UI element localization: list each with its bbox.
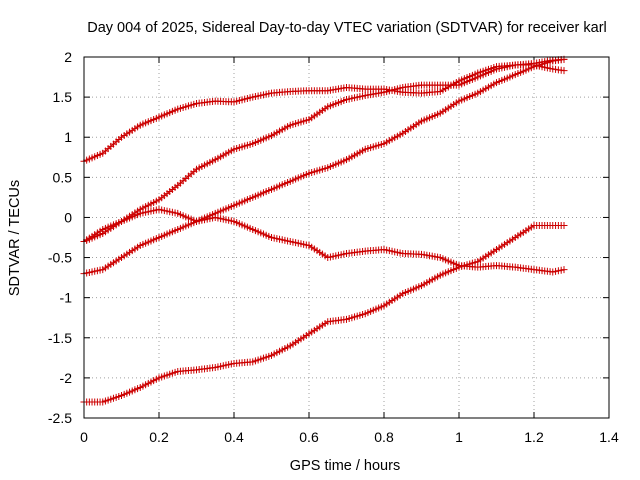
series-series-2 [80, 205, 568, 276]
data-point [560, 266, 568, 274]
series-series-5 [80, 221, 568, 406]
y-tick-label: 1 [64, 129, 72, 145]
series-line [83, 58, 565, 242]
grid [84, 57, 609, 418]
y-tick-label: 0.5 [53, 169, 73, 185]
series-line [83, 64, 565, 162]
y-tick-label: -0.5 [48, 250, 72, 266]
y-tick-label: -2 [60, 370, 73, 386]
chart-title: Day 004 of 2025, Sidereal Day-to-day VTE… [87, 20, 607, 36]
series-series-4 [80, 55, 568, 278]
x-tick-label: 0 [80, 429, 88, 445]
data-point [560, 221, 568, 229]
series-series-1 [80, 61, 568, 165]
y-tick-label: 1.5 [53, 89, 73, 105]
y-tick-label: 2 [64, 49, 72, 65]
x-tick-label: 0.2 [149, 429, 169, 445]
y-tick-label: 0 [64, 209, 72, 225]
y-tick-label: -2.5 [48, 410, 72, 426]
y-tick-label: -1 [60, 290, 73, 306]
data-series [80, 55, 568, 406]
y-axis-label: SDTVAR / TECUs [7, 180, 23, 296]
tick-labels: 0 0.2 0.4 0.6 0.8 1 1.2 1.4 -2.5 -2 -1.5 -1 -0.5 0 0.5… [48, 49, 619, 445]
x-tick-label: 1 [455, 429, 463, 445]
x-tick-label: 0.4 [224, 429, 244, 445]
series-line [84, 224, 564, 403]
x-tick-label: 0.6 [299, 429, 319, 445]
x-tick-label: 0.8 [374, 429, 394, 445]
x-tick-label: 1.4 [599, 429, 619, 445]
axis-ticks [83, 56, 610, 419]
plot-frame [83, 56, 610, 419]
data-point [560, 67, 568, 75]
y-tick-label: -1.5 [48, 330, 72, 346]
x-tick-label: 1.2 [524, 429, 544, 445]
x-axis-label: GPS time / hours [290, 458, 400, 474]
